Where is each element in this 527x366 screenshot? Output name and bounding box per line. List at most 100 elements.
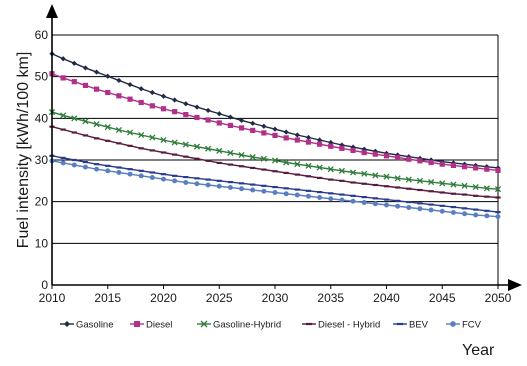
data-point	[461, 182, 468, 189]
data-point	[271, 157, 279, 164]
data-point	[428, 179, 435, 186]
data-point	[261, 130, 267, 136]
series-diesel	[49, 71, 501, 174]
data-point	[149, 134, 156, 141]
x-tick-label: 2030	[262, 291, 289, 305]
series-line	[51, 111, 499, 190]
data-point	[216, 147, 223, 154]
data-point	[272, 126, 278, 132]
y-tick-label: 60	[35, 28, 49, 42]
x-tick-label: 2035	[317, 291, 344, 305]
data-point	[60, 75, 66, 81]
data-point	[82, 164, 88, 170]
data-point	[205, 117, 211, 123]
data-point	[484, 213, 490, 219]
data-point	[64, 321, 70, 327]
data-point	[328, 196, 334, 202]
data-point	[239, 186, 245, 192]
data-point	[417, 158, 423, 164]
data-point	[93, 121, 100, 128]
data-point	[317, 137, 323, 143]
data-point	[193, 143, 201, 150]
data-point	[194, 114, 200, 121]
series-fcv	[49, 158, 501, 220]
data-point	[172, 97, 178, 103]
legend-label: Gasoline-Hybrid	[213, 320, 281, 331]
data-point	[160, 93, 167, 99]
data-point	[339, 197, 345, 203]
data-point	[339, 142, 345, 148]
data-point	[406, 156, 412, 162]
data-point	[116, 93, 122, 99]
data-point	[149, 175, 155, 180]
data-point	[361, 170, 368, 177]
data-point	[250, 120, 256, 126]
data-point	[495, 214, 501, 220]
data-point	[383, 173, 390, 180]
legend-item: FCV	[446, 320, 482, 331]
data-point	[71, 79, 77, 85]
data-point	[134, 321, 140, 327]
data-point	[138, 86, 144, 92]
x-tick-label: 2050	[485, 291, 512, 305]
data-point	[372, 172, 379, 179]
data-point	[116, 77, 122, 84]
data-point	[216, 120, 222, 126]
data-point	[82, 118, 89, 125]
y-tick-label: 10	[35, 236, 49, 250]
data-point	[349, 169, 357, 176]
x-tick-label: 2010	[39, 291, 66, 305]
data-point	[305, 193, 311, 199]
data-point	[94, 69, 100, 75]
data-point	[182, 141, 189, 148]
data-point	[183, 101, 189, 107]
data-point	[461, 164, 468, 170]
data-point	[115, 126, 122, 134]
data-point	[227, 122, 233, 129]
series-gasoline-hybrid	[48, 109, 502, 193]
series-lines	[48, 51, 502, 220]
data-point	[328, 143, 334, 149]
data-point	[238, 151, 245, 159]
data-point	[462, 211, 468, 217]
y-tick-label: 20	[35, 195, 49, 209]
data-point	[372, 201, 378, 207]
data-point	[160, 106, 167, 112]
legend-label: FCV	[462, 320, 482, 331]
data-point	[294, 192, 300, 198]
data-point	[216, 111, 222, 117]
data-point	[439, 180, 446, 187]
data-point	[305, 139, 312, 145]
data-point	[60, 160, 66, 166]
legend-item: Diesel	[130, 320, 172, 331]
data-point	[71, 60, 77, 66]
data-point	[82, 82, 89, 89]
x-tick-label: 2040	[373, 291, 400, 305]
data-point	[384, 202, 389, 208]
data-point	[361, 200, 367, 205]
data-point	[138, 131, 145, 139]
data-point	[205, 107, 211, 114]
legend-label: Diesel - Hybrid	[318, 320, 380, 331]
data-point	[416, 177, 424, 184]
data-point	[138, 99, 144, 106]
series-diesel-hybrid	[49, 125, 501, 199]
data-point	[350, 198, 356, 204]
x-axis-arrow	[508, 279, 522, 291]
data-point	[127, 81, 133, 88]
data-point	[227, 185, 233, 190]
data-point	[317, 141, 323, 147]
series-line	[51, 53, 499, 169]
data-point	[283, 191, 289, 197]
data-point	[473, 165, 479, 171]
y-tick-label: 0	[41, 278, 48, 292]
data-point	[472, 184, 479, 191]
data-point	[60, 112, 67, 119]
x-axis-label: Year	[462, 342, 495, 359]
data-point	[383, 153, 390, 159]
data-point	[439, 208, 445, 214]
legend-label: BEV	[409, 320, 429, 331]
x-tick-label: 2025	[206, 291, 233, 305]
data-point	[261, 123, 267, 129]
